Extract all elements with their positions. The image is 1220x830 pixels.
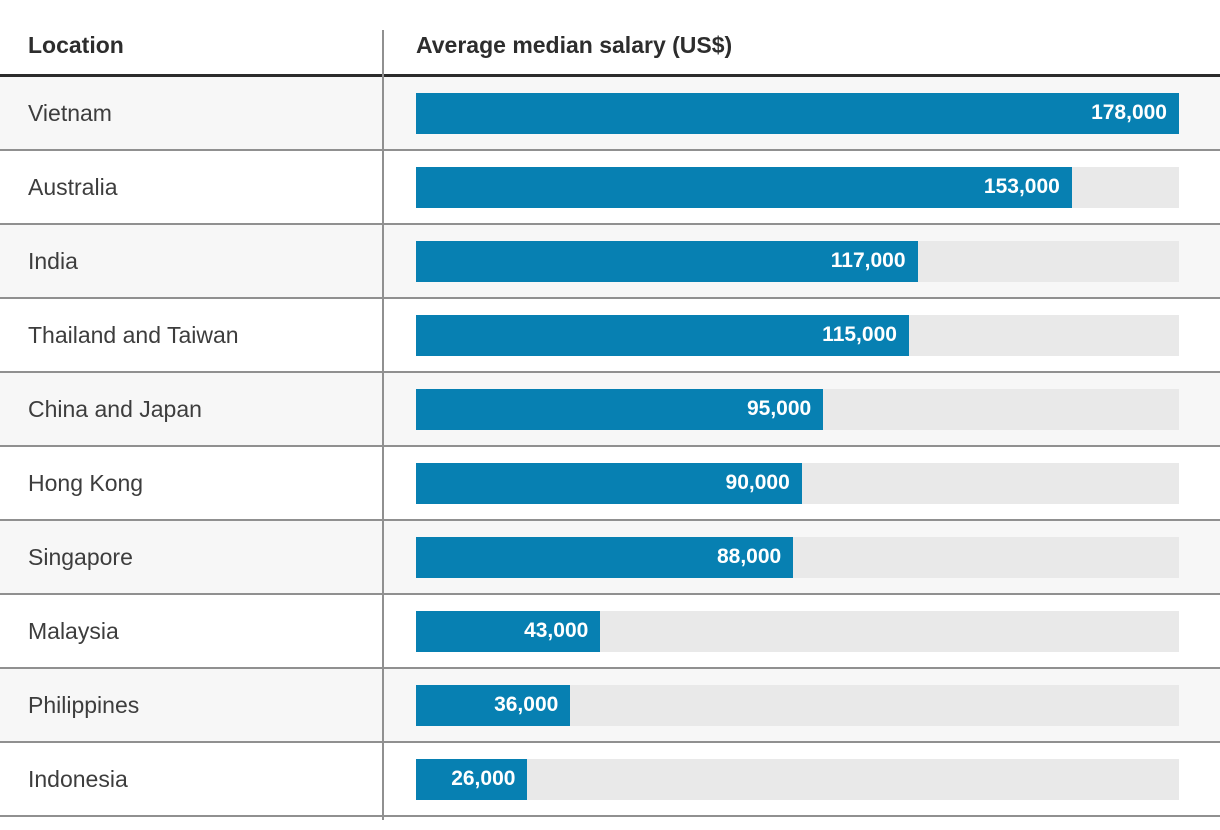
bar-track: 95,000: [416, 388, 1179, 430]
bar-track: 115,000: [416, 314, 1179, 356]
bar-cell: 95,000: [383, 388, 1220, 430]
table-row: Hong Kong 90,000: [0, 447, 1220, 521]
bar: 26,000: [416, 758, 528, 800]
bar-value-label: 36,000: [494, 693, 559, 716]
bar-cell: 36,000: [383, 684, 1220, 726]
location-cell: Thailand and Taiwan: [28, 321, 239, 348]
column-header-salary: Average median salary (US$): [416, 32, 733, 58]
bar-value-label: 178,000: [1091, 101, 1167, 124]
bar-track: 117,000: [416, 240, 1179, 282]
bar: 115,000: [416, 314, 909, 356]
bar-track: 26,000: [416, 758, 1179, 800]
location-cell: China and Japan: [28, 395, 202, 422]
bar-cell: 43,000: [383, 610, 1220, 652]
table-body: Vietnam 178,000 Australia 153,000 India …: [0, 77, 1220, 817]
bar-cell: 178,000: [383, 92, 1220, 134]
bar-value-label: 90,000: [725, 471, 790, 494]
bar: 117,000: [416, 240, 918, 282]
table-row: Malaysia 43,000: [0, 595, 1220, 669]
location-cell: Hong Kong: [28, 469, 144, 496]
bar: 36,000: [416, 684, 571, 726]
bar-value-label: 153,000: [983, 175, 1060, 198]
location-cell: Indonesia: [28, 765, 128, 792]
column-divider-line: [382, 30, 384, 820]
bar-track: 43,000: [416, 610, 1179, 652]
column-header-location: Location: [28, 32, 124, 58]
location-cell: Australia: [28, 173, 118, 200]
bar-track: 178,000: [416, 92, 1179, 134]
table-row: Indonesia 26,000: [0, 743, 1220, 817]
bar-track: 90,000: [416, 462, 1179, 504]
bar-value-label: 88,000: [716, 545, 782, 568]
bar-track: 88,000: [416, 536, 1179, 578]
bar-value-label: 95,000: [746, 397, 812, 420]
bar-cell: 88,000: [383, 536, 1220, 578]
table-row: Vietnam 178,000: [0, 77, 1220, 151]
bar-cell: 153,000: [383, 166, 1220, 208]
bar-value-label: 117,000: [830, 249, 906, 272]
table-row: Singapore 88,000: [0, 521, 1220, 595]
bar-cell: 115,000: [383, 314, 1220, 356]
table-row: Philippines 36,000: [0, 669, 1220, 743]
bar: 90,000: [416, 462, 802, 504]
bar-value-label: 115,000: [822, 323, 897, 346]
location-cell: Vietnam: [28, 99, 112, 126]
bar: 43,000: [416, 610, 601, 652]
table-row: China and Japan 95,000: [0, 373, 1220, 447]
table-row: Thailand and Taiwan 115,000: [0, 299, 1220, 373]
bar-cell: 26,000: [383, 758, 1220, 800]
location-cell: India: [28, 247, 78, 274]
bar-track: 36,000: [416, 684, 1179, 726]
bar: 95,000: [416, 388, 824, 430]
location-cell: Philippines: [28, 691, 140, 718]
table-header-row: Location Average median salary (US$): [0, 0, 1220, 77]
bar: 153,000: [416, 166, 1072, 208]
location-cell: Malaysia: [28, 617, 119, 644]
table-row: Australia 153,000: [0, 151, 1220, 225]
bar-cell: 117,000: [383, 240, 1220, 282]
location-cell: Singapore: [28, 543, 133, 570]
bar-value-label: 26,000: [451, 767, 516, 790]
bar-track: 153,000: [416, 166, 1179, 208]
bar-cell: 90,000: [383, 462, 1220, 504]
bar-value-label: 43,000: [524, 619, 589, 642]
bar: 178,000: [416, 92, 1179, 134]
table-row: India 117,000: [0, 225, 1220, 299]
bar: 88,000: [416, 536, 794, 578]
